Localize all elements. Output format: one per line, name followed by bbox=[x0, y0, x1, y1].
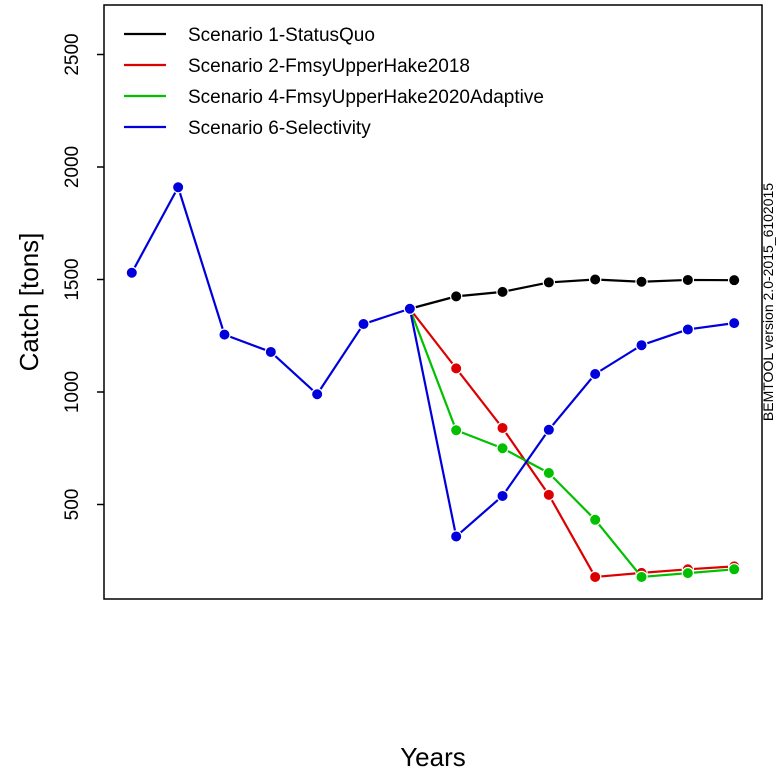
data-point bbox=[171, 181, 185, 194]
data-point bbox=[588, 570, 602, 584]
series-line bbox=[408, 308, 735, 579]
data-point bbox=[496, 442, 509, 455]
data-point bbox=[218, 328, 231, 341]
data-point bbox=[588, 273, 602, 286]
y-tick-label: 2500 bbox=[62, 33, 83, 75]
data-point bbox=[449, 424, 463, 437]
data-point bbox=[635, 339, 648, 352]
series-3 bbox=[408, 308, 741, 584]
legend-label: Scenario 1-StatusQuo bbox=[188, 25, 375, 46]
legend-label: Scenario 6-Selectivity bbox=[188, 118, 371, 139]
plot-frame bbox=[103, 4, 763, 600]
version-note: BEMTOOL version 2.0-2015_6102015 bbox=[760, 183, 776, 421]
data-point bbox=[449, 290, 463, 303]
data-point bbox=[542, 276, 556, 289]
data-point bbox=[357, 317, 370, 331]
series-line bbox=[130, 186, 735, 538]
y-tick-label: 2000 bbox=[62, 146, 83, 188]
series-1 bbox=[409, 273, 741, 310]
data-point bbox=[264, 345, 278, 359]
data-point bbox=[681, 323, 695, 336]
data-point bbox=[310, 388, 324, 401]
data-point bbox=[727, 563, 741, 576]
legend: Scenario 1-StatusQuo Scenario 2-FmsyUpper… bbox=[124, 25, 544, 139]
data-point bbox=[449, 362, 463, 375]
data-point bbox=[635, 570, 648, 584]
y-tick-label: 1500 bbox=[62, 258, 83, 300]
data-point bbox=[727, 316, 741, 330]
legend-label: Scenario 4-FmsyUpperHake2020Adaptive bbox=[188, 87, 544, 108]
y-tick-label: 500 bbox=[62, 489, 83, 521]
data-point bbox=[681, 566, 695, 580]
data-point bbox=[727, 273, 741, 287]
series-line bbox=[409, 278, 735, 310]
data-point bbox=[542, 423, 556, 436]
data-point bbox=[542, 488, 556, 502]
data-point bbox=[403, 302, 417, 315]
data-point bbox=[588, 367, 602, 381]
data-point bbox=[496, 421, 509, 435]
series-layer bbox=[125, 181, 741, 584]
data-point bbox=[635, 275, 648, 288]
data-point bbox=[125, 266, 139, 279]
data-point bbox=[496, 489, 509, 503]
x-axis-title: Years bbox=[400, 742, 466, 772]
y-axis: 500 1000 1500 2000 2500 bbox=[62, 33, 104, 520]
series-line bbox=[408, 308, 735, 579]
y-axis-title: Catch [tons] bbox=[14, 233, 44, 372]
series-4 bbox=[125, 181, 741, 543]
data-point bbox=[449, 530, 463, 543]
data-point bbox=[542, 466, 556, 480]
legend-label: Scenario 2-FmsyUpperHake2018 bbox=[188, 56, 470, 77]
data-point bbox=[681, 273, 695, 287]
y-tick-label: 1000 bbox=[62, 371, 83, 413]
data-point bbox=[588, 513, 602, 527]
data-point bbox=[496, 285, 509, 299]
